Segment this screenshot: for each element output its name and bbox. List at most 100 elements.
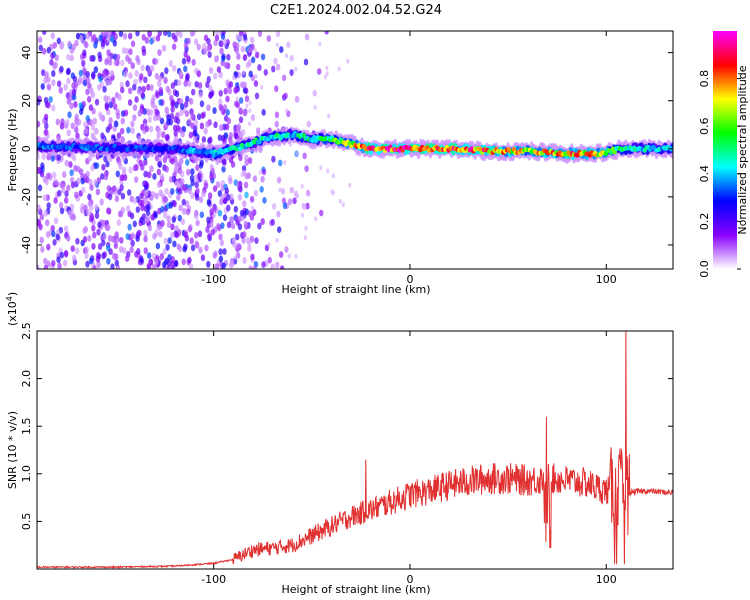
heat-cell — [135, 31, 140, 37]
heat-cell — [50, 225, 55, 232]
heat-cell — [170, 99, 176, 106]
heat-cell — [180, 130, 185, 138]
heat-cell — [209, 221, 214, 229]
heat-cell — [222, 248, 227, 255]
heat-cell — [56, 154, 62, 162]
heat-cell — [112, 185, 117, 192]
heat-cell — [50, 32, 56, 40]
heat-cell — [300, 183, 304, 189]
heat-cell — [218, 233, 223, 241]
heat-cell — [122, 32, 128, 40]
heat-cell — [43, 96, 49, 104]
heat-cell — [173, 260, 179, 267]
heat-cell — [141, 85, 146, 93]
heat-cell — [236, 242, 241, 250]
heat-cell — [238, 107, 243, 115]
heat-cell — [224, 187, 230, 195]
heat-cell — [220, 179, 226, 187]
heat-cell — [92, 231, 97, 239]
heat-cell — [155, 242, 161, 250]
heat-cell — [40, 245, 45, 253]
heat-cell — [113, 59, 119, 66]
heat-cell — [206, 76, 211, 83]
heat-cell — [134, 96, 139, 103]
heat-cell — [83, 127, 89, 135]
heat-cell — [238, 116, 244, 124]
heat-cell — [214, 263, 220, 269]
heat-cell — [49, 58, 54, 66]
heat-cell — [112, 39, 118, 47]
heat-cell — [125, 205, 131, 213]
heat-cell — [119, 245, 124, 253]
heat-cell — [218, 89, 223, 97]
heat-cell — [94, 127, 99, 135]
heat-cell — [53, 197, 58, 204]
heat-cell — [157, 127, 162, 135]
heat-cell — [101, 239, 106, 247]
heat-cell — [206, 37, 211, 45]
heat-cell — [120, 206, 125, 214]
heat-cell — [608, 150, 614, 155]
heat-cell — [241, 237, 246, 244]
heat-cell — [193, 231, 199, 239]
heat-cell — [75, 32, 81, 40]
heat-cell — [43, 209, 48, 217]
heat-cell — [301, 202, 305, 208]
heat-cell — [181, 57, 187, 65]
heat-cell — [45, 219, 50, 227]
heat-cell — [184, 110, 190, 118]
heat-cell — [106, 49, 111, 57]
heat-cell — [166, 215, 171, 222]
heat-cell — [74, 113, 79, 121]
heat-cell — [117, 188, 122, 196]
spectrogram-frame — [36, 30, 674, 270]
heat-cell — [250, 205, 255, 211]
heat-cell — [225, 79, 230, 87]
heat-cell — [197, 172, 202, 180]
heat-cell — [209, 173, 214, 181]
heat-cell — [239, 209, 245, 217]
heat-cell — [37, 204, 41, 212]
heat-cell — [46, 243, 51, 251]
heat-cell — [262, 196, 267, 204]
heat-cell — [170, 187, 175, 195]
heat-cell — [173, 79, 179, 87]
heat-cell — [206, 45, 211, 52]
heat-cell — [98, 75, 103, 83]
heat-cell — [242, 171, 246, 177]
heat-cell — [43, 113, 49, 121]
heat-cell — [41, 69, 46, 77]
heat-cell — [89, 183, 94, 191]
heat-cell — [37, 264, 40, 269]
heat-cell — [50, 154, 56, 162]
heat-cell — [70, 181, 76, 189]
heat-cell — [220, 33, 226, 40]
heat-cell — [52, 171, 57, 179]
heat-cell — [66, 77, 71, 85]
heat-cell — [57, 189, 62, 197]
heat-cell — [144, 190, 149, 197]
heat-cell — [173, 129, 178, 137]
heat-cell — [115, 170, 120, 178]
heat-cell — [232, 237, 236, 242]
heat-cell — [295, 193, 300, 199]
heat-cell — [190, 168, 195, 176]
heat-cell — [214, 31, 219, 35]
heat-cell — [69, 169, 74, 177]
y-tick-label: 1.5 — [20, 417, 33, 435]
heat-cell — [81, 66, 87, 74]
heat-cell — [55, 233, 60, 241]
heat-cell — [128, 72, 133, 80]
heat-cell — [164, 106, 169, 114]
heat-cell — [229, 216, 234, 223]
heat-cell — [56, 37, 62, 45]
heat-cell — [70, 122, 75, 130]
heat-cell — [190, 122, 195, 130]
heat-cell — [39, 213, 44, 221]
heat-cell — [119, 86, 125, 94]
heat-cell — [51, 79, 56, 87]
heat-cell — [325, 65, 329, 71]
heat-cell — [212, 205, 217, 213]
heat-cell — [317, 68, 322, 75]
heat-cell — [260, 53, 266, 61]
